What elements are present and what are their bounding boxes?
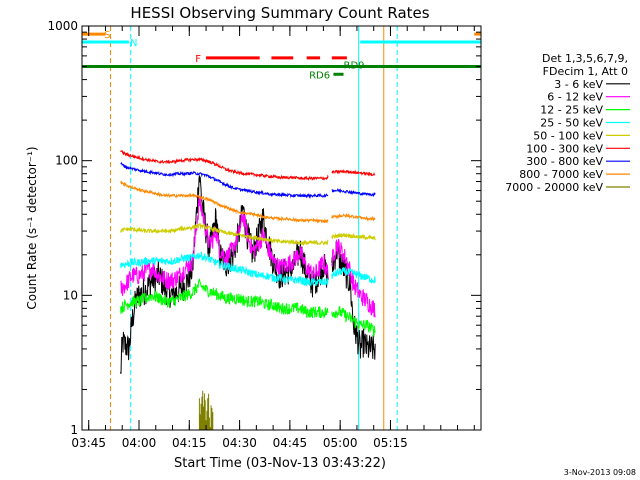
legend-header-line: Det 1,3,5,6,7,9,: [542, 52, 628, 65]
y-tick-label: 10: [63, 288, 78, 302]
legend-entry-label: 100 - 300 keV: [526, 142, 603, 155]
legend-entry-label: 12 - 25 keV: [540, 104, 603, 117]
legend: Det 1,3,5,6,7,9,FDecim 1, Att 03 - 6 keV…: [505, 52, 630, 194]
x-tick-label: 05:15: [373, 436, 408, 450]
x-axis-label: Start Time (03-Nov-13 03:43:22): [174, 456, 386, 471]
x-tick-label: 03:45: [71, 436, 106, 450]
flag-label-f: F: [195, 54, 201, 65]
flag-label-s: S: [104, 30, 110, 41]
flag-label-n: N: [130, 38, 137, 49]
x-tick-label: 04:45: [273, 436, 308, 450]
y-tick-label: 100: [55, 154, 78, 168]
date-stamp: 3-Nov-2013 09:08: [564, 468, 636, 477]
x-tick-label: 04:00: [122, 436, 157, 450]
series-12-25-kev: [120, 278, 376, 338]
legend-entry-label: 6 - 12 keV: [547, 91, 603, 104]
y-tick-label: 1: [70, 423, 78, 437]
series-50-100-kev: [120, 223, 376, 247]
series-800-7000-kev: [120, 180, 376, 224]
series-300-800-kev: [120, 161, 376, 199]
y-tick-label: 1000: [47, 19, 78, 33]
x-tick-label: 04:30: [222, 436, 257, 450]
chart-title: HESSI Observing Summary Count Rates: [130, 4, 429, 22]
axes-layer: 1 10 100 1000 03:45 04:00 04:15 04:30 04:45 05:00…: [47, 19, 482, 450]
series-25-50-kev: [120, 251, 376, 287]
x-tick-label: 04:15: [172, 436, 207, 450]
legend-entry-label: 7000 - 20000 keV: [505, 181, 603, 194]
legend-entry-label: 300 - 800 keV: [526, 155, 603, 168]
flag-label-rd9: RD9: [344, 61, 365, 72]
legend-entry-label: 3 - 6 keV: [554, 78, 603, 91]
series-100-300-kev: [120, 150, 376, 182]
legend-entry-label: 50 - 100 keV: [533, 129, 603, 142]
legend-entry-label: 25 - 50 keV: [540, 117, 603, 130]
flag-label-rd6: RD6: [309, 70, 330, 81]
series-7000-20000-kev: [198, 390, 214, 430]
legend-entry-label: 800 - 7000 keV: [519, 168, 603, 181]
y-axis-label: Count Rate (s⁻¹ detector⁻¹): [25, 146, 39, 309]
data-layer: S N F RD6 RD9: [82, 26, 481, 430]
series-6-12-kev: [120, 195, 376, 318]
plot-frame: [81, 25, 482, 431]
x-tick-label: 05:00: [323, 436, 358, 450]
legend-header-line: FDecim 1, Att 0: [543, 65, 628, 78]
